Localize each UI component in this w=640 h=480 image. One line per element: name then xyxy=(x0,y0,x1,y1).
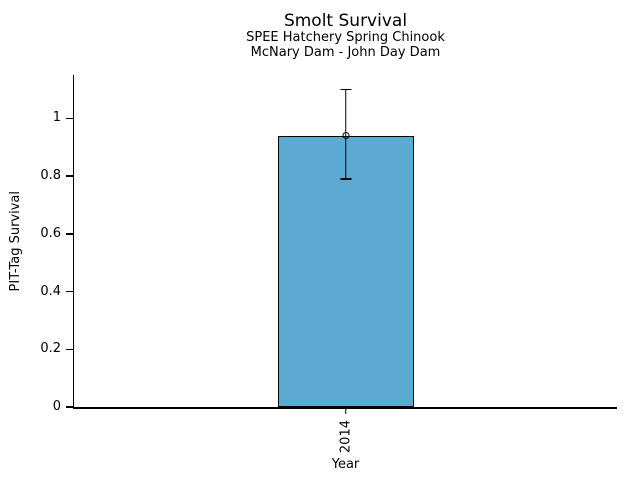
bar-2014 xyxy=(277,135,414,407)
y-axis-label: PIT-Tag Survival xyxy=(7,190,23,292)
y-tick-mark xyxy=(65,175,73,177)
y-axis-spine xyxy=(72,75,74,409)
title-block: Smolt Survival SPEE Hatchery Spring Chin… xyxy=(74,12,617,60)
data-point-marker xyxy=(342,132,349,140)
error-bar-cap-bottom xyxy=(340,178,351,180)
x-axis-spine xyxy=(72,407,617,409)
y-tick-mark xyxy=(65,348,73,350)
x-tick-label-2014: 2014 xyxy=(338,420,353,454)
y-tick-mark xyxy=(65,290,73,293)
y-tick-label: 0.8 xyxy=(40,168,61,184)
y-tick-label: 1 xyxy=(52,110,61,126)
y-axis-label-wrap: PIT-Tag Survival xyxy=(6,75,24,407)
y-tick-label: 0 xyxy=(52,399,61,414)
chart-subtitle-line-1: SPEE Hatchery Spring Chinook xyxy=(246,30,445,45)
plot-area: 2014 0 0.2 0.4 0.6 0.8 1 xyxy=(40,75,617,453)
chart-title: Smolt Survival xyxy=(283,11,408,31)
error-bar-cap-top xyxy=(340,88,351,91)
y-tick-label: 0.6 xyxy=(40,225,61,241)
x-tick-mark xyxy=(344,408,347,414)
y-tick-mark xyxy=(65,117,73,120)
y-tick-label: 0.2 xyxy=(40,341,61,357)
x-axis-label: Year xyxy=(331,457,360,472)
chart-subtitle-line-2: McNary Dam - John Day Dam xyxy=(250,44,441,60)
y-tick-mark xyxy=(65,233,73,235)
y-tick-label: 0.4 xyxy=(40,283,61,299)
y-tick-mark xyxy=(65,406,73,408)
